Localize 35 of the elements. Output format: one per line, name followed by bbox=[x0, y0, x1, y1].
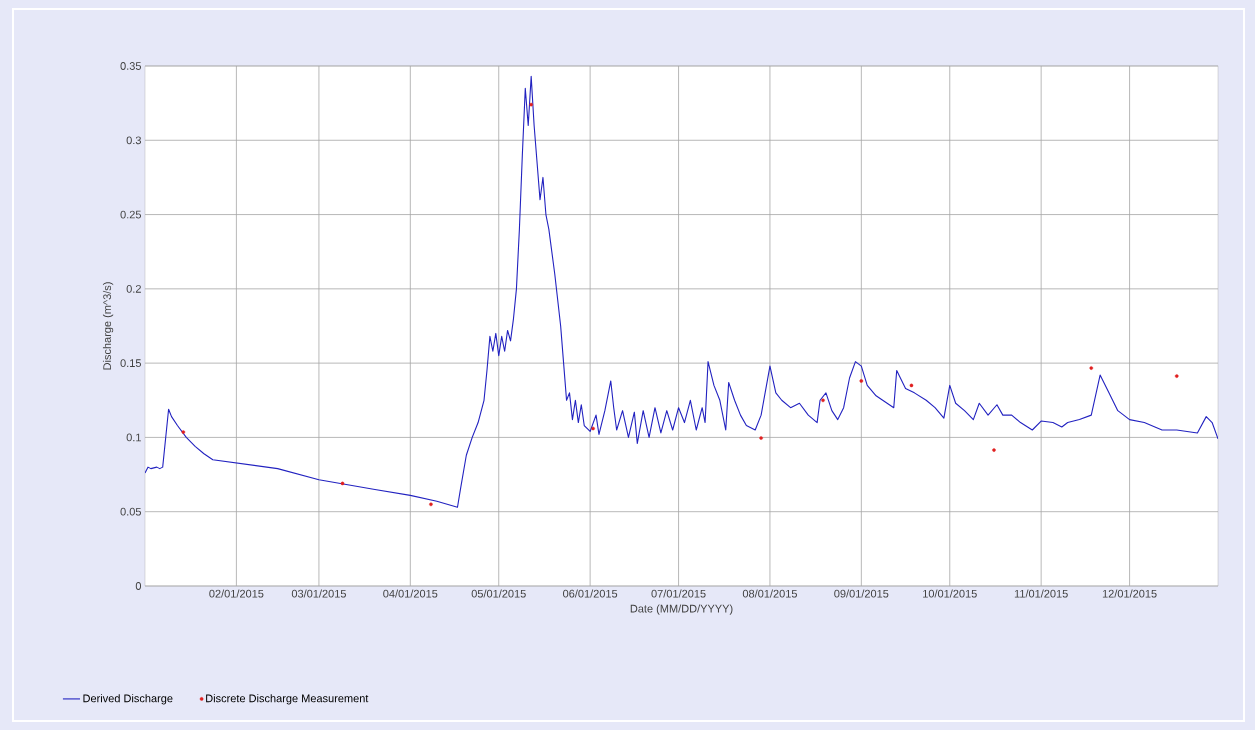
y-tick-label: 0.15 bbox=[120, 359, 141, 368]
legend-label: Derived Discharge bbox=[83, 694, 173, 705]
point bbox=[821, 398, 825, 403]
y-tick-label: 0.2 bbox=[126, 284, 141, 293]
y-tick-label: 0 bbox=[135, 582, 142, 590]
y-tick-label: 0.05 bbox=[120, 507, 141, 516]
x-tick-label: 07/01/2015 bbox=[651, 589, 706, 598]
x-tick-label: 09/01/2015 bbox=[834, 589, 889, 598]
x-axis-title: Date (MM/DD/YYYY) bbox=[630, 604, 733, 615]
point bbox=[909, 383, 914, 388]
legend-label: Discrete Discharge Measurement bbox=[206, 694, 369, 705]
x-tick-label: 02/01/2015 bbox=[209, 589, 264, 598]
x-tick-label: 05/01/2015 bbox=[471, 589, 526, 598]
y-tick-label: 0.1 bbox=[126, 433, 141, 442]
x-tick-label: 06/01/2015 bbox=[563, 589, 618, 598]
point bbox=[340, 481, 345, 486]
x-tick-label: 08/01/2015 bbox=[742, 589, 797, 598]
point bbox=[859, 379, 864, 383]
point bbox=[1089, 366, 1094, 370]
y-tick-label: 0.3 bbox=[126, 136, 141, 145]
point bbox=[992, 448, 996, 452]
point bbox=[591, 426, 595, 431]
x-tick-label: 11/01/2015 bbox=[1014, 589, 1068, 598]
x-tick-label: 10/01/2015 bbox=[923, 589, 977, 598]
point bbox=[181, 430, 186, 434]
y-axis-title: Discharge (m^3/s) bbox=[102, 282, 114, 370]
y-tick-label: 0.25 bbox=[120, 210, 141, 219]
point bbox=[1174, 374, 1179, 378]
point bbox=[529, 102, 533, 107]
x-tick-label: 04/01/2015 bbox=[383, 589, 438, 598]
y-tick-label: 0.35 bbox=[120, 62, 141, 70]
point bbox=[759, 436, 763, 440]
point bbox=[429, 502, 433, 507]
x-tick-label: 12/01/2015 bbox=[1102, 589, 1157, 598]
x-tick-label: 03/01/2015 bbox=[291, 589, 346, 598]
